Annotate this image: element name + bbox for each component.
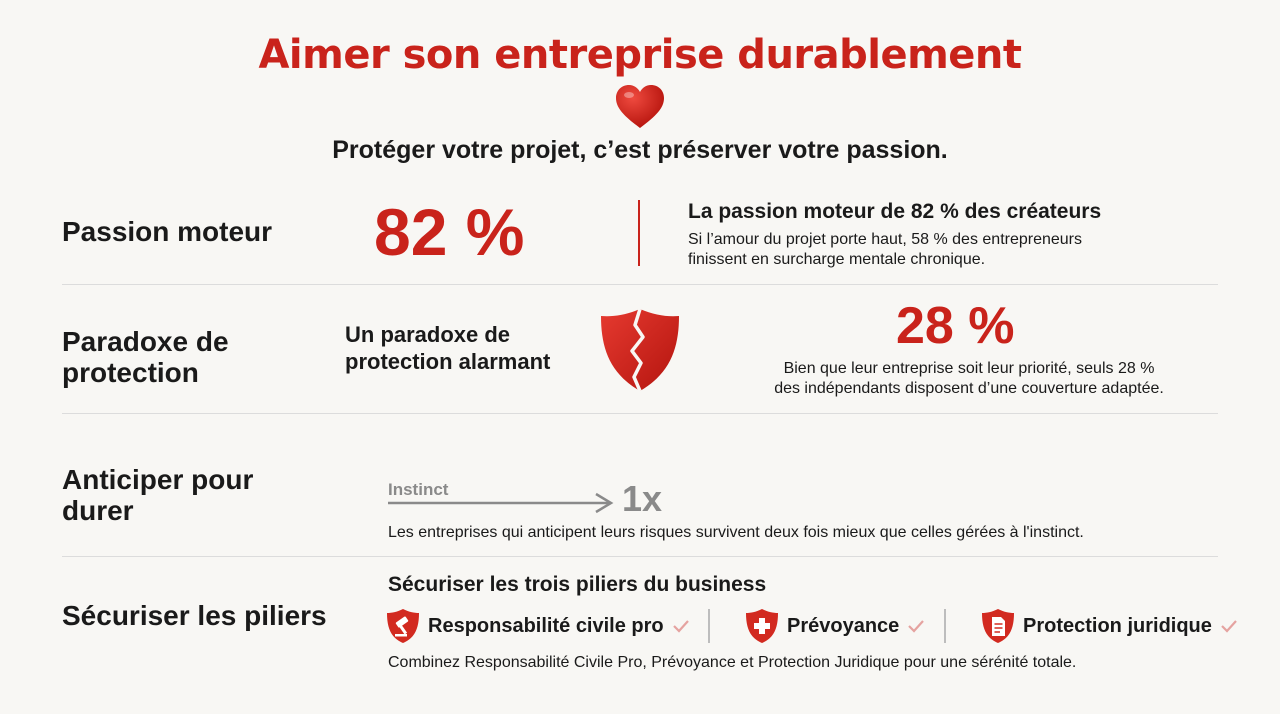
multiplier-1x: 1x (622, 478, 663, 519)
passion-body: Si l’amour du projet porte haut, 58 % de… (688, 230, 1168, 270)
passion-body-line1: Si l’amour du projet porte haut, 58 % de… (688, 231, 1083, 248)
document-shield-icon (982, 609, 1014, 643)
paradoxe-body: Bien que leur entreprise soit leur prior… (740, 359, 1198, 399)
pillar-label: Prévoyance (787, 614, 900, 637)
paradoxe-heading-line2: protection alarmant (345, 349, 551, 374)
stat-82: 82 % (374, 195, 525, 269)
paradoxe-body-line1: Bien que leur entreprise soit leur prior… (783, 360, 1155, 377)
row-label-passion: Passion moteur (62, 216, 273, 247)
check-icon (1221, 620, 1237, 633)
vertical-divider (638, 200, 640, 266)
passion-heading: La passion moteur de 82 % des créateurs (688, 200, 1102, 223)
anticiper-body: Les entreprises qui anticipent leurs ris… (388, 524, 1084, 541)
broken-shield-icon (601, 308, 679, 392)
check-icon (908, 620, 925, 633)
stat-28: 28 % (896, 297, 1015, 355)
row-label-anticiper-line1: Anticiper pour (62, 464, 254, 495)
piliers-heading: Sécuriser les trois piliers du business (388, 573, 767, 596)
row-label-anticiper: Anticiper pour durer (62, 464, 253, 526)
pillar-label: Responsabilité civile pro (428, 614, 664, 637)
row-label-paradoxe-line1: Paradoxe de (62, 326, 229, 357)
row-divider (62, 413, 1218, 414)
row-label-paradoxe-line2: protection (62, 357, 199, 388)
pillar-prevoyance: Prévoyance (745, 608, 925, 644)
check-icon (672, 620, 689, 633)
paradoxe-heading: Un paradoxe de protection alarmant (345, 321, 585, 375)
pillar-separator (944, 609, 946, 643)
paradoxe-heading-line1: Un paradoxe de (345, 322, 511, 347)
row-label-piliers: Sécuriser les piliers (62, 600, 327, 631)
piliers-body: Combinez Responsabilité Civile Pro, Prév… (388, 654, 1077, 671)
heart-icon (616, 85, 664, 128)
row-label-anticiper-line2: durer (62, 495, 134, 526)
row-label-paradoxe: Paradoxe de protection (62, 326, 229, 388)
page-subtitle: Protéger votre projet, c’est préserver v… (332, 136, 948, 164)
passion-body-line2: finissent en surcharge mentale chronique… (688, 251, 986, 268)
pillar-separator (708, 609, 710, 643)
page-title: Aimer son entreprise durablement (258, 32, 1022, 78)
gavel-shield-icon (387, 609, 419, 643)
row-divider (62, 556, 1218, 557)
pillar-rc-pro: Responsabilité civile pro (386, 608, 690, 644)
arrow-right-icon (388, 492, 614, 514)
instinct-label: Instinct (388, 480, 449, 499)
pillar-protection-juridique: Protection juridique (981, 608, 1238, 644)
medical-cross-shield-icon (746, 609, 778, 643)
pillar-label: Protection juridique (1023, 614, 1212, 637)
paradoxe-body-line2: des indépendants disposent d’une couvert… (774, 380, 1164, 397)
row-divider (62, 284, 1218, 285)
